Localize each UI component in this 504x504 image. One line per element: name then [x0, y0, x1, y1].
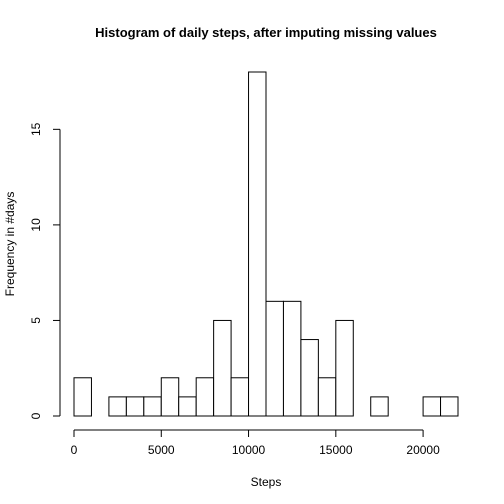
x-tick-label: 20000 — [406, 443, 440, 457]
y-axis-label: Frequency in #days — [3, 192, 17, 297]
histogram-bar — [370, 396, 389, 417]
histogram-bar — [422, 396, 442, 417]
histogram-bar — [73, 377, 92, 417]
x-tick-label: 10000 — [232, 443, 266, 457]
histogram-bar — [213, 319, 232, 417]
x-axis: 0 5000 10000 15000 20000 — [71, 429, 440, 457]
histogram-bar — [230, 377, 250, 417]
histogram-bar — [125, 396, 145, 417]
histogram-bar — [440, 396, 459, 417]
bars-group — [73, 71, 459, 417]
y-tick-label: 15 — [29, 122, 43, 136]
histogram-bar — [108, 396, 127, 417]
y-tick-label: 0 — [29, 412, 43, 419]
histogram-bar — [143, 396, 162, 417]
histogram-bar — [178, 396, 197, 417]
histogram-bar — [248, 71, 267, 417]
histogram-bar — [160, 377, 180, 417]
histogram-bar — [265, 300, 284, 417]
x-tick-label: 5000 — [148, 443, 175, 457]
y-axis: 0 5 10 15 — [29, 122, 61, 419]
histogram-bar — [335, 319, 354, 417]
histogram-bar — [317, 377, 337, 417]
chart-title: Histogram of daily steps, after imputing… — [95, 25, 437, 40]
histogram-bar — [300, 339, 319, 417]
y-tick-label: 5 — [29, 317, 43, 324]
y-tick-label: 10 — [29, 218, 43, 232]
x-tick-label: 15000 — [319, 443, 353, 457]
x-tick-label: 0 — [71, 443, 78, 457]
histogram-bar — [282, 300, 302, 417]
x-axis-label: Steps — [251, 475, 282, 489]
histogram-bar — [195, 377, 215, 417]
